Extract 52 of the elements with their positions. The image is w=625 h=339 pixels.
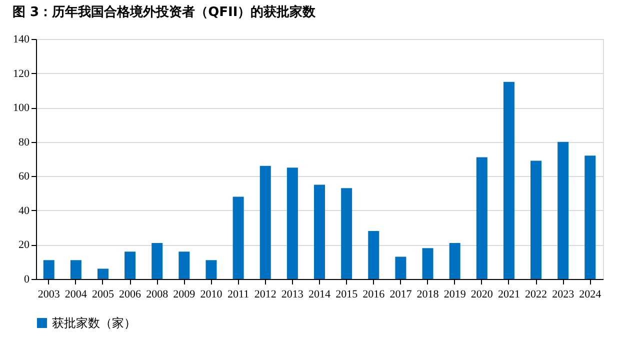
- bar: [476, 157, 488, 279]
- x-tick-label: 2014: [308, 288, 331, 300]
- x-tick-label: 2023: [552, 288, 575, 300]
- bar: [97, 268, 108, 279]
- bar: [341, 188, 352, 279]
- x-tick-label: 2013: [281, 288, 304, 300]
- legend-label: 获批家数（家）: [52, 316, 136, 330]
- bar: [558, 142, 569, 279]
- y-tick-label: 0: [24, 274, 30, 286]
- bar: [368, 231, 380, 279]
- x-tick-label: 2017: [390, 288, 412, 300]
- bar: [422, 248, 434, 279]
- x-tick-label: 2016: [362, 288, 386, 300]
- x-tick-label: 2011: [228, 288, 250, 300]
- y-tick-label: 80: [18, 136, 30, 148]
- y-tick-label: 60: [18, 170, 30, 183]
- x-tick-label: 2021: [498, 288, 520, 300]
- chart-title: 图 3：历年我国合格境外投资者（QFII）的获批家数: [12, 4, 317, 20]
- bar: [206, 260, 217, 279]
- bar: [449, 243, 460, 279]
- bar: [260, 166, 271, 279]
- bar: [503, 82, 514, 279]
- bar: [314, 184, 325, 279]
- bar: [530, 160, 542, 279]
- y-tick-label: 40: [18, 204, 30, 217]
- y-tick-label: 120: [13, 68, 30, 80]
- x-tick-label: 2012: [254, 288, 276, 300]
- x-tick-label: 2022: [525, 288, 548, 300]
- bar: [70, 260, 82, 279]
- bar: [286, 168, 298, 279]
- x-tick-label: 2024: [579, 288, 602, 300]
- x-tick-label: 2015: [336, 288, 358, 300]
- x-tick-label: 2006: [119, 288, 142, 300]
- x-tick-label: 2004: [64, 288, 88, 300]
- y-tick-label: 20: [18, 239, 30, 252]
- x-tick-label: 2005: [92, 288, 114, 300]
- bar: [43, 260, 54, 279]
- x-tick-label: 2003: [38, 288, 60, 300]
- x-tick-label: 2010: [200, 288, 223, 300]
- x-tick-label: 2019: [444, 288, 466, 300]
- bar: [124, 252, 136, 279]
- bar: [178, 252, 190, 279]
- x-tick-label: 2009: [173, 288, 196, 300]
- bar: [395, 256, 406, 279]
- y-tick-label: 140: [13, 34, 30, 46]
- bar: [584, 156, 596, 279]
- y-tick-label: 100: [13, 102, 30, 114]
- x-tick-label: 2018: [416, 288, 440, 300]
- bar: [152, 243, 163, 279]
- x-tick-label: 2008: [146, 288, 169, 300]
- x-tick-label: 2020: [470, 288, 494, 300]
- bar: [232, 196, 244, 279]
